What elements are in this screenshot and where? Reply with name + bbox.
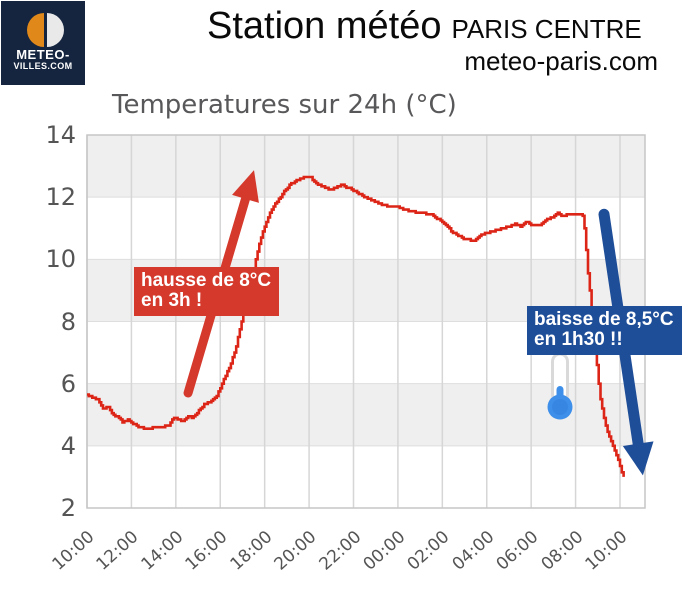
website-url[interactable]: meteo-paris.com: [464, 46, 658, 76]
y-tick-label: 14: [45, 121, 76, 149]
chart-title: Temperatures sur 24h (°C): [112, 90, 457, 120]
temperature-curve: [87, 175, 625, 477]
y-tick-label: 4: [60, 431, 76, 460]
annotation-fall-line2: en 1h30 !!: [534, 329, 623, 350]
annotation-rise-line2: en 3h !: [141, 290, 203, 311]
plot-band: [87, 135, 645, 198]
y-tick-label: 12: [45, 183, 76, 212]
thermometer-cold-icon: [547, 352, 573, 420]
station-title: Station météo: [207, 5, 442, 47]
annotation-rise: hausse de 8°C en 3h !: [134, 267, 280, 316]
y-tick-label: 8: [60, 307, 76, 336]
annotation-rise-line1: hausse de 8°C: [141, 270, 272, 291]
plot-band: [87, 197, 645, 260]
annotation-fall-line1: baisse de 8,5°C: [534, 309, 674, 330]
header-title: Station météo PARIS CENTRE: [207, 4, 642, 48]
brand-name-line1: METEO-: [16, 47, 70, 62]
y-tick-label: 2: [60, 494, 76, 522]
station-location: PARIS CENTRE: [451, 14, 642, 44]
y-tick-label: 10: [45, 245, 76, 274]
annotation-fall: baisse de 8,5°C en 1h30 !!: [527, 306, 682, 355]
brand-circle-icon: [27, 13, 64, 47]
y-tick-label: 6: [60, 369, 76, 398]
brand-logo[interactable]: METEO- VILLES.COM: [1, 1, 85, 85]
plot-band: [87, 445, 645, 508]
brand-name-line2: VILLES.COM: [13, 61, 73, 71]
